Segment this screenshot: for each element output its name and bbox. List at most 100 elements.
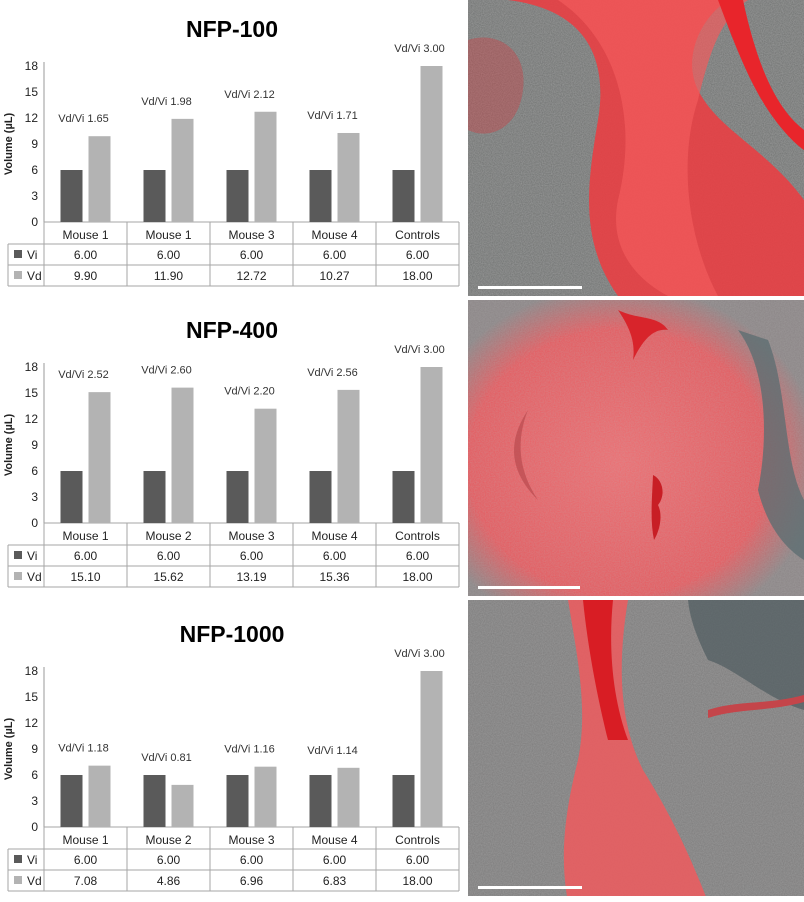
data-table-cell: 15.62 [153,570,183,584]
bar-vi [143,170,166,222]
bar-vd [254,766,277,827]
scale-bar [478,286,582,289]
data-table-cell: 18.00 [402,570,432,584]
bar-vi [143,471,166,523]
ratio-annotation: Vd/Vi 3.00 [394,43,445,55]
data-table-cell: 6.00 [157,853,181,867]
y-tick-label: 9 [31,742,38,756]
scale-bar [478,886,582,889]
y-tick-label: 0 [31,215,38,229]
x-tick-label: Mouse 4 [311,529,357,543]
y-tick-label: 6 [31,163,38,177]
data-table-cell: 15.36 [319,570,349,584]
y-tick-label: 9 [31,438,38,452]
legend-swatch-vd [14,572,22,580]
y-tick-label: 0 [31,516,38,530]
data-table-cell: 6.00 [406,549,430,563]
chart-title: NFP-400 [185,317,279,343]
ratio-annotation: Vd/Vi 1.98 [141,96,192,108]
ratio-annotation: Vd/Vi 3.00 [394,344,445,356]
bar-chart-nfp-400: 0 3 6 9 12 15 18 Volume (µL) Vi Vd Mouse 1 6.00 15.1… [3,344,460,588]
bar-vi [392,775,415,827]
data-table-cell: 7.08 [74,874,98,888]
ratio-annotation: Vd/Vi 0.81 [141,752,192,764]
bar-vi [309,170,332,222]
data-table-cell: 6.96 [240,874,264,888]
data-table-cell: 6.00 [74,853,98,867]
bar-vd [88,765,111,827]
bar-vi [309,775,332,827]
y-tick-label: 12 [25,716,39,730]
x-tick-label: Mouse 1 [62,228,108,242]
ratio-annotation: Vd/Vi 2.52 [58,369,109,381]
x-tick-label: Mouse 1 [62,833,108,847]
x-tick-label: Mouse 3 [228,228,274,242]
y-tick-label: 18 [25,664,39,678]
data-table-cell: 6.83 [323,874,347,888]
ratio-annotation: Vd/Vi 1.16 [224,744,275,756]
bar-vi [226,775,249,827]
legend-label-vi: Vi [27,549,37,563]
bar-vd [171,784,194,827]
bar-vi [392,170,415,222]
data-table-cell: 10.27 [319,269,349,283]
y-tick-label: 9 [31,137,38,151]
data-table-cell: 6.00 [74,549,98,563]
bar-vi [226,471,249,523]
data-table-cell: 6.00 [157,248,181,262]
bar-vi [143,775,166,827]
data-table-cell: 6.00 [240,853,264,867]
legend-swatch-vd [14,876,22,884]
micrograph-nfp-100 [468,0,804,296]
legend-label-vd: Vd [27,874,42,888]
ratio-annotation: Vd/Vi 1.18 [58,743,109,755]
data-table-cell: 18.00 [402,874,432,888]
bar-vd [254,111,277,222]
bar-vi [309,471,332,523]
x-tick-label: Controls [395,833,440,847]
bar-vd [337,132,360,222]
y-tick-label: 3 [31,189,38,203]
bar-vd [171,118,194,222]
legend-swatch-vi [14,855,22,863]
data-table-cell: 6.00 [406,853,430,867]
bar-vd [420,367,443,523]
bar-vd [420,66,443,222]
chart-panel-nfp-1000: 0 3 6 9 12 15 18 Volume (µL) Vi Vd Mouse 1 6.00 7.08… [0,605,464,900]
x-tick-label: Mouse 1 [62,529,108,543]
scale-bar [478,586,580,589]
y-tick-label: 3 [31,490,38,504]
bar-chart-nfp-1000: 0 3 6 9 12 15 18 Volume (µL) Vi Vd Mouse 1 6.00 7.08… [3,648,460,892]
bar-vd [254,408,277,523]
y-tick-label: 15 [25,85,39,99]
micrograph-nfp-400 [468,300,804,596]
ratio-annotation: Vd/Vi 3.00 [394,648,445,660]
ratio-annotation: Vd/Vi 2.56 [307,367,358,379]
x-tick-label: Mouse 2 [145,529,191,543]
ratio-annotation: Vd/Vi 2.20 [224,386,275,398]
y-tick-label: 3 [31,794,38,808]
x-tick-label: Mouse 2 [145,833,191,847]
bar-chart-nfp-100: 0 3 6 9 12 15 18 Volume (µL) Vi Vd Mouse 1 6.00 9.90… [3,43,460,287]
ratio-annotation: Vd/Vi 1.71 [307,110,358,122]
bar-vi [60,775,83,827]
legend-swatch-vi [14,250,22,258]
data-table-cell: 6.00 [406,248,430,262]
chart-title: NFP-1000 [179,621,285,647]
x-tick-label: Mouse 4 [311,833,357,847]
ratio-annotation: Vd/Vi 2.12 [224,89,275,101]
data-table-cell: 11.90 [154,269,183,283]
bar-vd [88,136,111,222]
data-table-cell: 4.86 [157,874,181,888]
bar-vd [420,671,443,827]
y-tick-label: 0 [31,820,38,834]
bar-vd [337,767,360,827]
x-tick-label: Mouse 4 [311,228,357,242]
bar-vd [88,392,111,523]
y-tick-label: 12 [25,111,39,125]
data-table-cell: 6.00 [240,248,264,262]
legend-label-vi: Vi [27,853,37,867]
y-tick-label: 12 [25,412,39,426]
ratio-annotation: Vd/Vi 2.60 [141,365,192,377]
y-tick-label: 15 [25,690,39,704]
